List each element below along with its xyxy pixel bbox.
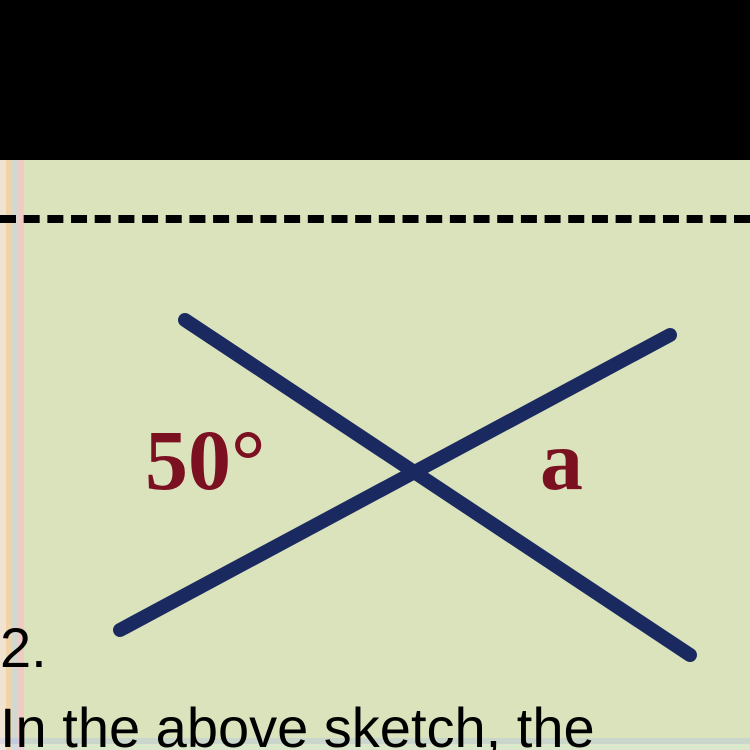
- letterbox-top: [0, 0, 750, 160]
- angle-label-right: a: [540, 410, 583, 510]
- worksheet-content: 50° a 2. In the above sketch, the: [0, 160, 750, 750]
- question-caption: In the above sketch, the: [0, 695, 595, 750]
- question-number: 2.: [0, 615, 47, 680]
- screenshot-root: 50° a 2. In the above sketch, the: [0, 0, 750, 750]
- angle-label-left: 50°: [145, 410, 265, 510]
- intersecting-lines-diagram: [0, 200, 750, 720]
